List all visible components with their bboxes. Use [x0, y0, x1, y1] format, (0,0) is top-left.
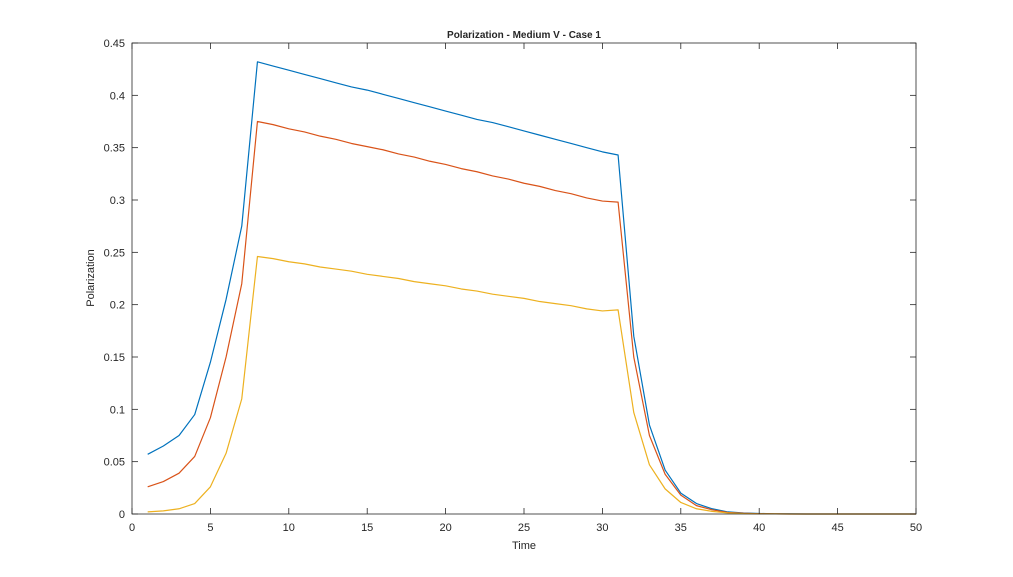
x-tick-label: 40 — [753, 522, 765, 534]
y-tick-label: 0.3 — [110, 195, 125, 207]
y-tick-label: 0.25 — [104, 247, 125, 259]
x-tick-label: 10 — [283, 522, 295, 534]
x-tick-label: 45 — [831, 522, 843, 534]
x-tick-label: 20 — [439, 522, 451, 534]
chart-title: Polarization - Medium V - Case 1 — [447, 30, 601, 41]
x-tick-label: 15 — [361, 522, 373, 534]
y-tick-label: 0.2 — [110, 300, 125, 312]
y-tick-label: 0.45 — [104, 38, 125, 50]
y-tick-label: 0.4 — [110, 90, 125, 102]
x-tick-label: 30 — [596, 522, 608, 534]
y-tick-label: 0.35 — [104, 143, 125, 155]
y-tick-label: 0 — [119, 509, 125, 521]
y-tick-label: 0.1 — [110, 404, 125, 416]
axes-box — [131, 42, 917, 515]
x-tick-label: 50 — [910, 522, 922, 534]
x-tick-label: 25 — [518, 522, 530, 534]
plot-area — [132, 43, 916, 514]
tick-labels: 0 5 10 15 20 25 30 35 40 45 50 0 0.05 0.1 0.15 0.2 0.25 0… — [104, 38, 923, 534]
x-tick-label: 35 — [675, 522, 687, 534]
x-axis-label: Time — [512, 540, 536, 552]
y-tick-label: 0.05 — [104, 457, 125, 469]
y-tick-label: 0.15 — [104, 352, 125, 364]
y-axis-label: Polarization — [85, 249, 97, 306]
x-tick-label: 0 — [129, 522, 135, 534]
x-tick-label: 5 — [207, 522, 213, 534]
